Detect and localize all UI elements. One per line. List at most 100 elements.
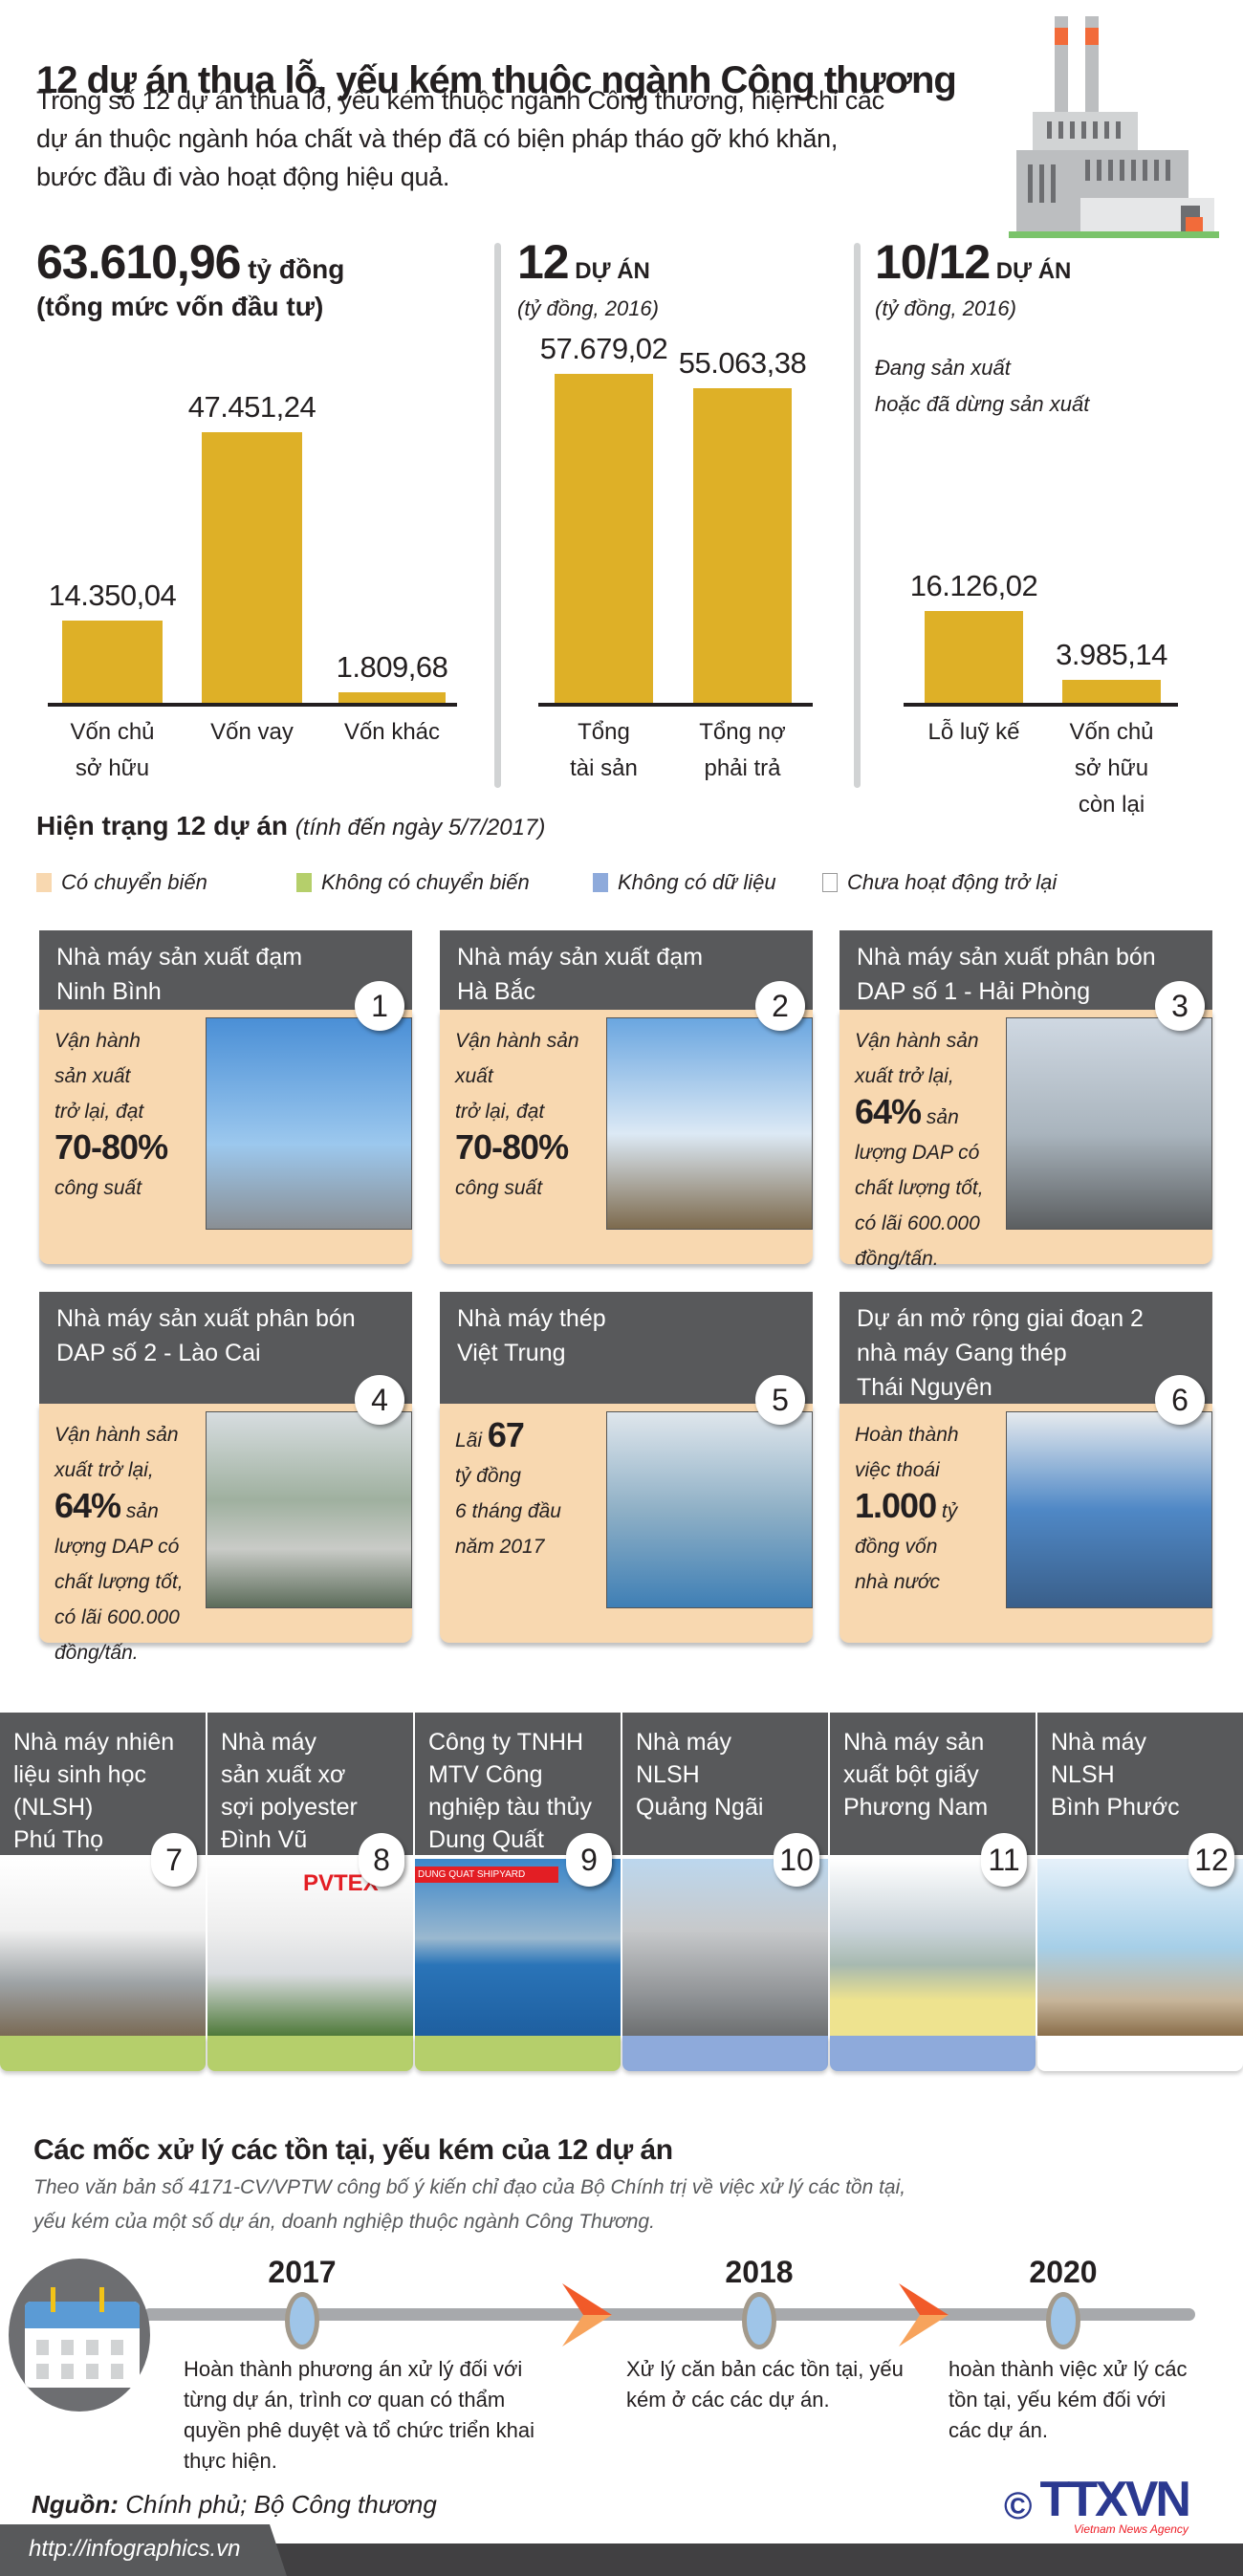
project-card[interactable]: Dự án mở rộng giai đoạn 2 nhà máy Gang th… — [840, 1292, 1212, 1643]
source-text: Chính phủ; Bộ Công thương — [125, 2490, 437, 2519]
status-line: có lãi 600.000 — [55, 1600, 212, 1635]
status-line: trở lại, đạt — [55, 1094, 212, 1129]
bar — [202, 431, 302, 703]
project-column[interactable]: Nhà máy NLSH Quảng Ngãi 10 — [622, 1713, 828, 2073]
project-status-text: Lãi 67 tỷ đồng 6 tháng đầu năm 2017 — [455, 1417, 613, 1564]
status-line: 64% sản — [855, 1094, 1013, 1135]
source-label: Nguồn: — [32, 2490, 119, 2519]
status-text: có lãi 600.000 — [55, 1606, 180, 1628]
project-photo — [830, 1859, 1036, 2036]
bar — [693, 388, 792, 703]
status-line: lượng DAP có — [855, 1135, 1013, 1170]
project-photo: PVTEX — [207, 1859, 413, 2036]
project-number: 5 — [755, 1375, 805, 1425]
project-name: Nhà máy sản xuất đạm Ninh Bình — [39, 930, 412, 1010]
project-status-text: Vận hành sản xuất trở lại, đạt 70-80% công s… — [455, 1023, 613, 1206]
bar-value-label: 1.809,68 — [336, 650, 448, 685]
status-bar — [622, 2036, 828, 2071]
project-name: Nhà máy thép Việt Trung — [440, 1292, 813, 1404]
bar — [1062, 680, 1161, 703]
bar-category-label: Vốn chủ sở hữu còn lại — [1069, 719, 1154, 818]
status-heading: Hiện trạng 12 dự án (tính đến ngày 5/7/2… — [36, 811, 545, 841]
project-name: Dự án mở rộng giai đoạn 2 nhà máy Gang th… — [840, 1292, 1212, 1404]
project-body: Hoàn thành việc thoái 1.000 tỷ đồng vốn nhà … — [840, 1404, 1212, 1643]
status-line: chất lượng tốt, — [55, 1564, 212, 1600]
project-card[interactable]: Nhà máy thép Việt Trung Lãi 67 tỷ đồng 6 thá… — [440, 1292, 813, 1643]
status-line: có lãi 600.000 — [855, 1206, 1013, 1241]
project-photo — [206, 1017, 412, 1230]
bar-value-label: 16.126,02 — [909, 568, 1038, 602]
project-card[interactable]: Nhà máy sản xuất phân bón DAP số 1 - Hải … — [840, 930, 1212, 1270]
status-line: tỷ đồng — [455, 1458, 613, 1494]
calendar-icon — [9, 2259, 150, 2412]
status-line: đồng vốn — [855, 1529, 1013, 1564]
timeline-year: 2017 — [268, 2255, 337, 2289]
timeline-text: Hoàn thành phương án xử lý đối với từng … — [184, 2357, 534, 2473]
status-text: lượng DAP có — [855, 1142, 980, 1164]
bar-category-label: Vốn vay — [210, 719, 294, 745]
project-status-text: Vận hành sản xuất trở lại, 64% sản lượng DA… — [855, 1023, 1013, 1277]
status-text: việc thoái — [855, 1459, 940, 1481]
timeline-sub: yếu kém của một số dự án, doanh nghiệp t… — [33, 2211, 655, 2233]
status-highlight: 67 — [487, 1415, 525, 1454]
status-line: đồng/tấn. — [55, 1635, 212, 1670]
status-text: sản — [120, 1500, 159, 1522]
project-card[interactable]: Nhà máy sản xuất đạm Ninh Bình Vận hành sản… — [39, 930, 412, 1264]
project-number: 4 — [355, 1375, 404, 1425]
copyright-symbol: © — [1004, 2484, 1033, 2527]
project-number: 7 — [151, 1833, 197, 1887]
project-card[interactable]: Nhà máy sản xuất phân bón DAP số 2 - Lào … — [39, 1292, 412, 1664]
bar-value-label: 3.985,14 — [1056, 638, 1167, 672]
status-line: Vận hành — [55, 1023, 212, 1059]
status-text: sản — [921, 1106, 959, 1128]
bar-category-label: Tổng nợ phải trả — [699, 719, 786, 781]
project-column[interactable]: Nhà máy sản xuất xơ sợi polyester Đình Vũ PV… — [207, 1713, 413, 2073]
status-text: xuất — [455, 1065, 493, 1087]
project-column[interactable]: Nhà máy sản xuất bột giấy Phương Nam 11 — [830, 1713, 1036, 2073]
bar — [925, 610, 1023, 703]
status-text: đồng/tấn. — [855, 1248, 939, 1270]
status-highlight: 1.000 — [855, 1486, 937, 1525]
project-column[interactable]: Nhà máy NLSH Bình Phước 12 — [1037, 1713, 1243, 2073]
project-name: Nhà máy sản xuất phân bón DAP số 1 - Hải … — [840, 930, 1212, 1010]
project-body: Vận hành sản xuất trở lại, 64% sản lượng DA… — [39, 1404, 412, 1664]
status-line: 1.000 tỷ — [855, 1488, 1013, 1529]
status-bar — [415, 2036, 621, 2071]
project-card[interactable]: Nhà máy sản xuất đạm Hà Bắc Vận hành sản xu… — [440, 930, 813, 1264]
legend-label: Có chuyển biến — [61, 870, 207, 894]
status-text: Vận hành sản — [455, 1030, 579, 1052]
divider — [494, 243, 501, 788]
project-body: Vận hành sản xuất trở lại, 64% sản lượng DA… — [840, 1010, 1212, 1270]
bar — [62, 621, 163, 703]
chart-unit: tỷ đồng — [240, 254, 345, 284]
chart-note: hoặc đã dừng sản xuất — [875, 392, 1090, 416]
timeline-node — [285, 2292, 319, 2349]
status-text: 6 tháng đầu — [455, 1500, 561, 1522]
divider — [854, 243, 861, 788]
status-highlight: 64% — [855, 1092, 922, 1131]
status-line: công suất — [455, 1170, 613, 1206]
project-column[interactable]: Công ty TNHH MTV Công nghiệp tàu thủy Dung … — [415, 1713, 621, 2073]
project-column[interactable]: Nhà máy nhiên liệu sinh học (NLSH) Phú Thọ 7 — [0, 1713, 206, 2073]
timeline-heading: Các mốc xử lý các tồn tại, yếu kém của 1… — [33, 2134, 673, 2166]
chart-subtitle: (tỷ đồng, 2016) — [875, 296, 1016, 320]
footer-url[interactable]: http://infographics.vn — [29, 2536, 241, 2562]
status-line: 64% sản — [55, 1488, 212, 1529]
project-name: Nhà máy sản xuất bột giấy Phương Nam — [830, 1713, 1036, 1855]
status-line: công suất — [55, 1170, 212, 1206]
project-body: Vận hành sản xuất trở lại, đạt 70-80% công s… — [39, 1010, 412, 1264]
project-number: 12 — [1188, 1833, 1234, 1887]
timeline-node — [742, 2292, 776, 2349]
project-name: Nhà máy NLSH Bình Phước — [1037, 1713, 1243, 1855]
project-status-text: Vận hành sản xuất trở lại, đạt 70-80% công s… — [55, 1023, 212, 1206]
project-body: Vận hành sản xuất trở lại, đạt 70-80% công s… — [440, 1010, 813, 1264]
legend-item: Chưa hoạt động trở lại — [822, 870, 1057, 895]
status-line: 70-80% — [55, 1129, 212, 1170]
status-highlight: 70-80% — [455, 1127, 569, 1167]
project-number: 1 — [355, 981, 404, 1031]
photo-sign: DUNG QUAT SHIPYARD — [415, 1867, 558, 1883]
status-bar — [830, 2036, 1036, 2071]
bar — [555, 373, 653, 703]
legend-swatch — [296, 873, 312, 892]
logo-subtext: Vietnam News Agency — [1073, 2522, 1188, 2536]
